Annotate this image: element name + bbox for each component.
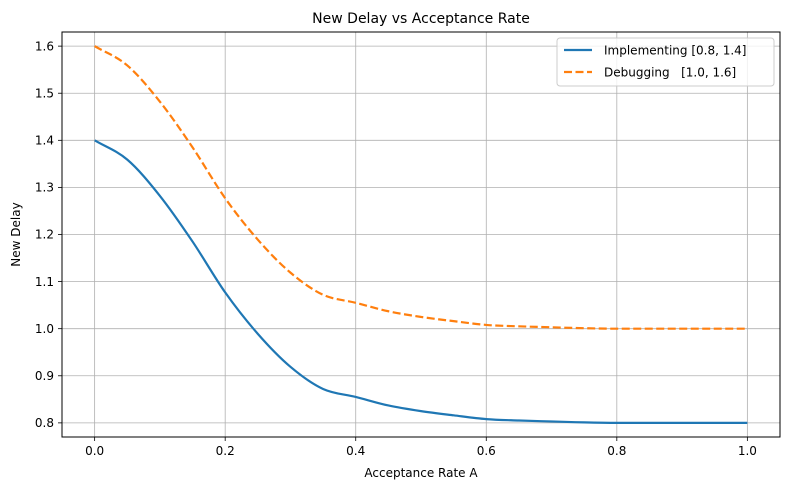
y-tick-label: 1.6 <box>35 39 54 53</box>
grid-lines <box>62 32 780 437</box>
x-tick-label: 0.4 <box>346 444 365 458</box>
y-tick-label: 1.0 <box>35 322 54 336</box>
chart-title: New Delay vs Acceptance Rate <box>312 11 530 27</box>
legend-frame <box>556 37 775 87</box>
x-tick-label: 0.6 <box>477 444 496 458</box>
x-tick-label: 0.8 <box>607 444 626 458</box>
y-axis-ticks: 0.8 0.9 1.0 1.1 1.2 1.3 1.4 1.5 1.6 <box>35 39 62 430</box>
y-tick-label: 1.4 <box>35 134 54 148</box>
legend-label-implementing: Implementing [0.8, 1.4] <box>604 44 746 58</box>
y-tick-label: 1.2 <box>35 228 54 242</box>
x-axis-ticks: 0.0 0.2 0.4 0.6 0.8 1.0 <box>85 437 757 458</box>
series-line-debugging <box>94 45 748 330</box>
y-axis-label: New Delay <box>9 202 23 266</box>
y-tick-label: 0.8 <box>35 416 54 430</box>
series-lines <box>94 45 748 424</box>
y-tick-label: 0.9 <box>35 369 54 383</box>
legend: Implementing [0.8, 1.4] Debugging [1.0, … <box>556 37 775 87</box>
y-tick-label: 1.1 <box>35 275 54 289</box>
legend-label-debugging: Debugging [1.0, 1.6] <box>604 66 736 80</box>
series-line-implementing <box>94 139 748 424</box>
y-tick-label: 1.5 <box>35 86 54 100</box>
y-tick-label: 1.3 <box>35 181 54 195</box>
x-axis-label: Acceptance Rate A <box>364 466 478 480</box>
x-tick-label: 0.0 <box>85 444 104 458</box>
x-tick-label: 0.2 <box>216 444 235 458</box>
x-tick-label: 1.0 <box>738 444 757 458</box>
